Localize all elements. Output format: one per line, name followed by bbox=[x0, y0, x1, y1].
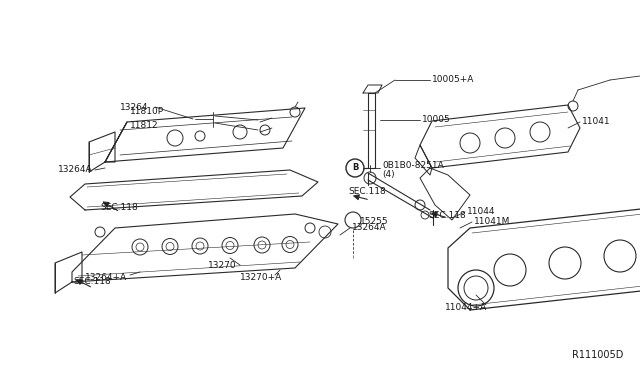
Text: 0B1B0-8251A: 0B1B0-8251A bbox=[382, 160, 444, 170]
Text: 13264+A: 13264+A bbox=[85, 273, 127, 282]
Text: 13264: 13264 bbox=[120, 103, 148, 112]
Text: 11044: 11044 bbox=[467, 206, 495, 215]
Text: 11044+A: 11044+A bbox=[445, 304, 487, 312]
Text: 13264A: 13264A bbox=[352, 222, 387, 231]
Text: 11041M: 11041M bbox=[474, 217, 510, 225]
Text: 13270+A: 13270+A bbox=[240, 273, 282, 282]
Text: (4): (4) bbox=[382, 170, 395, 180]
Text: 15255: 15255 bbox=[360, 218, 388, 227]
Text: B: B bbox=[352, 164, 358, 173]
Text: 10005+A: 10005+A bbox=[432, 76, 474, 84]
Text: 11810P: 11810P bbox=[130, 108, 164, 116]
Text: SEC.118: SEC.118 bbox=[100, 202, 138, 212]
Text: 10005: 10005 bbox=[422, 115, 451, 125]
Text: SEC.118: SEC.118 bbox=[73, 278, 111, 286]
Text: 13264A: 13264A bbox=[58, 166, 93, 174]
Text: 11812: 11812 bbox=[130, 121, 159, 129]
Text: SEC.118: SEC.118 bbox=[428, 211, 466, 219]
Text: R111005D: R111005D bbox=[572, 350, 623, 360]
Text: 11041: 11041 bbox=[582, 116, 611, 125]
Text: 13270: 13270 bbox=[208, 260, 237, 269]
Text: SEC.118: SEC.118 bbox=[348, 187, 386, 196]
